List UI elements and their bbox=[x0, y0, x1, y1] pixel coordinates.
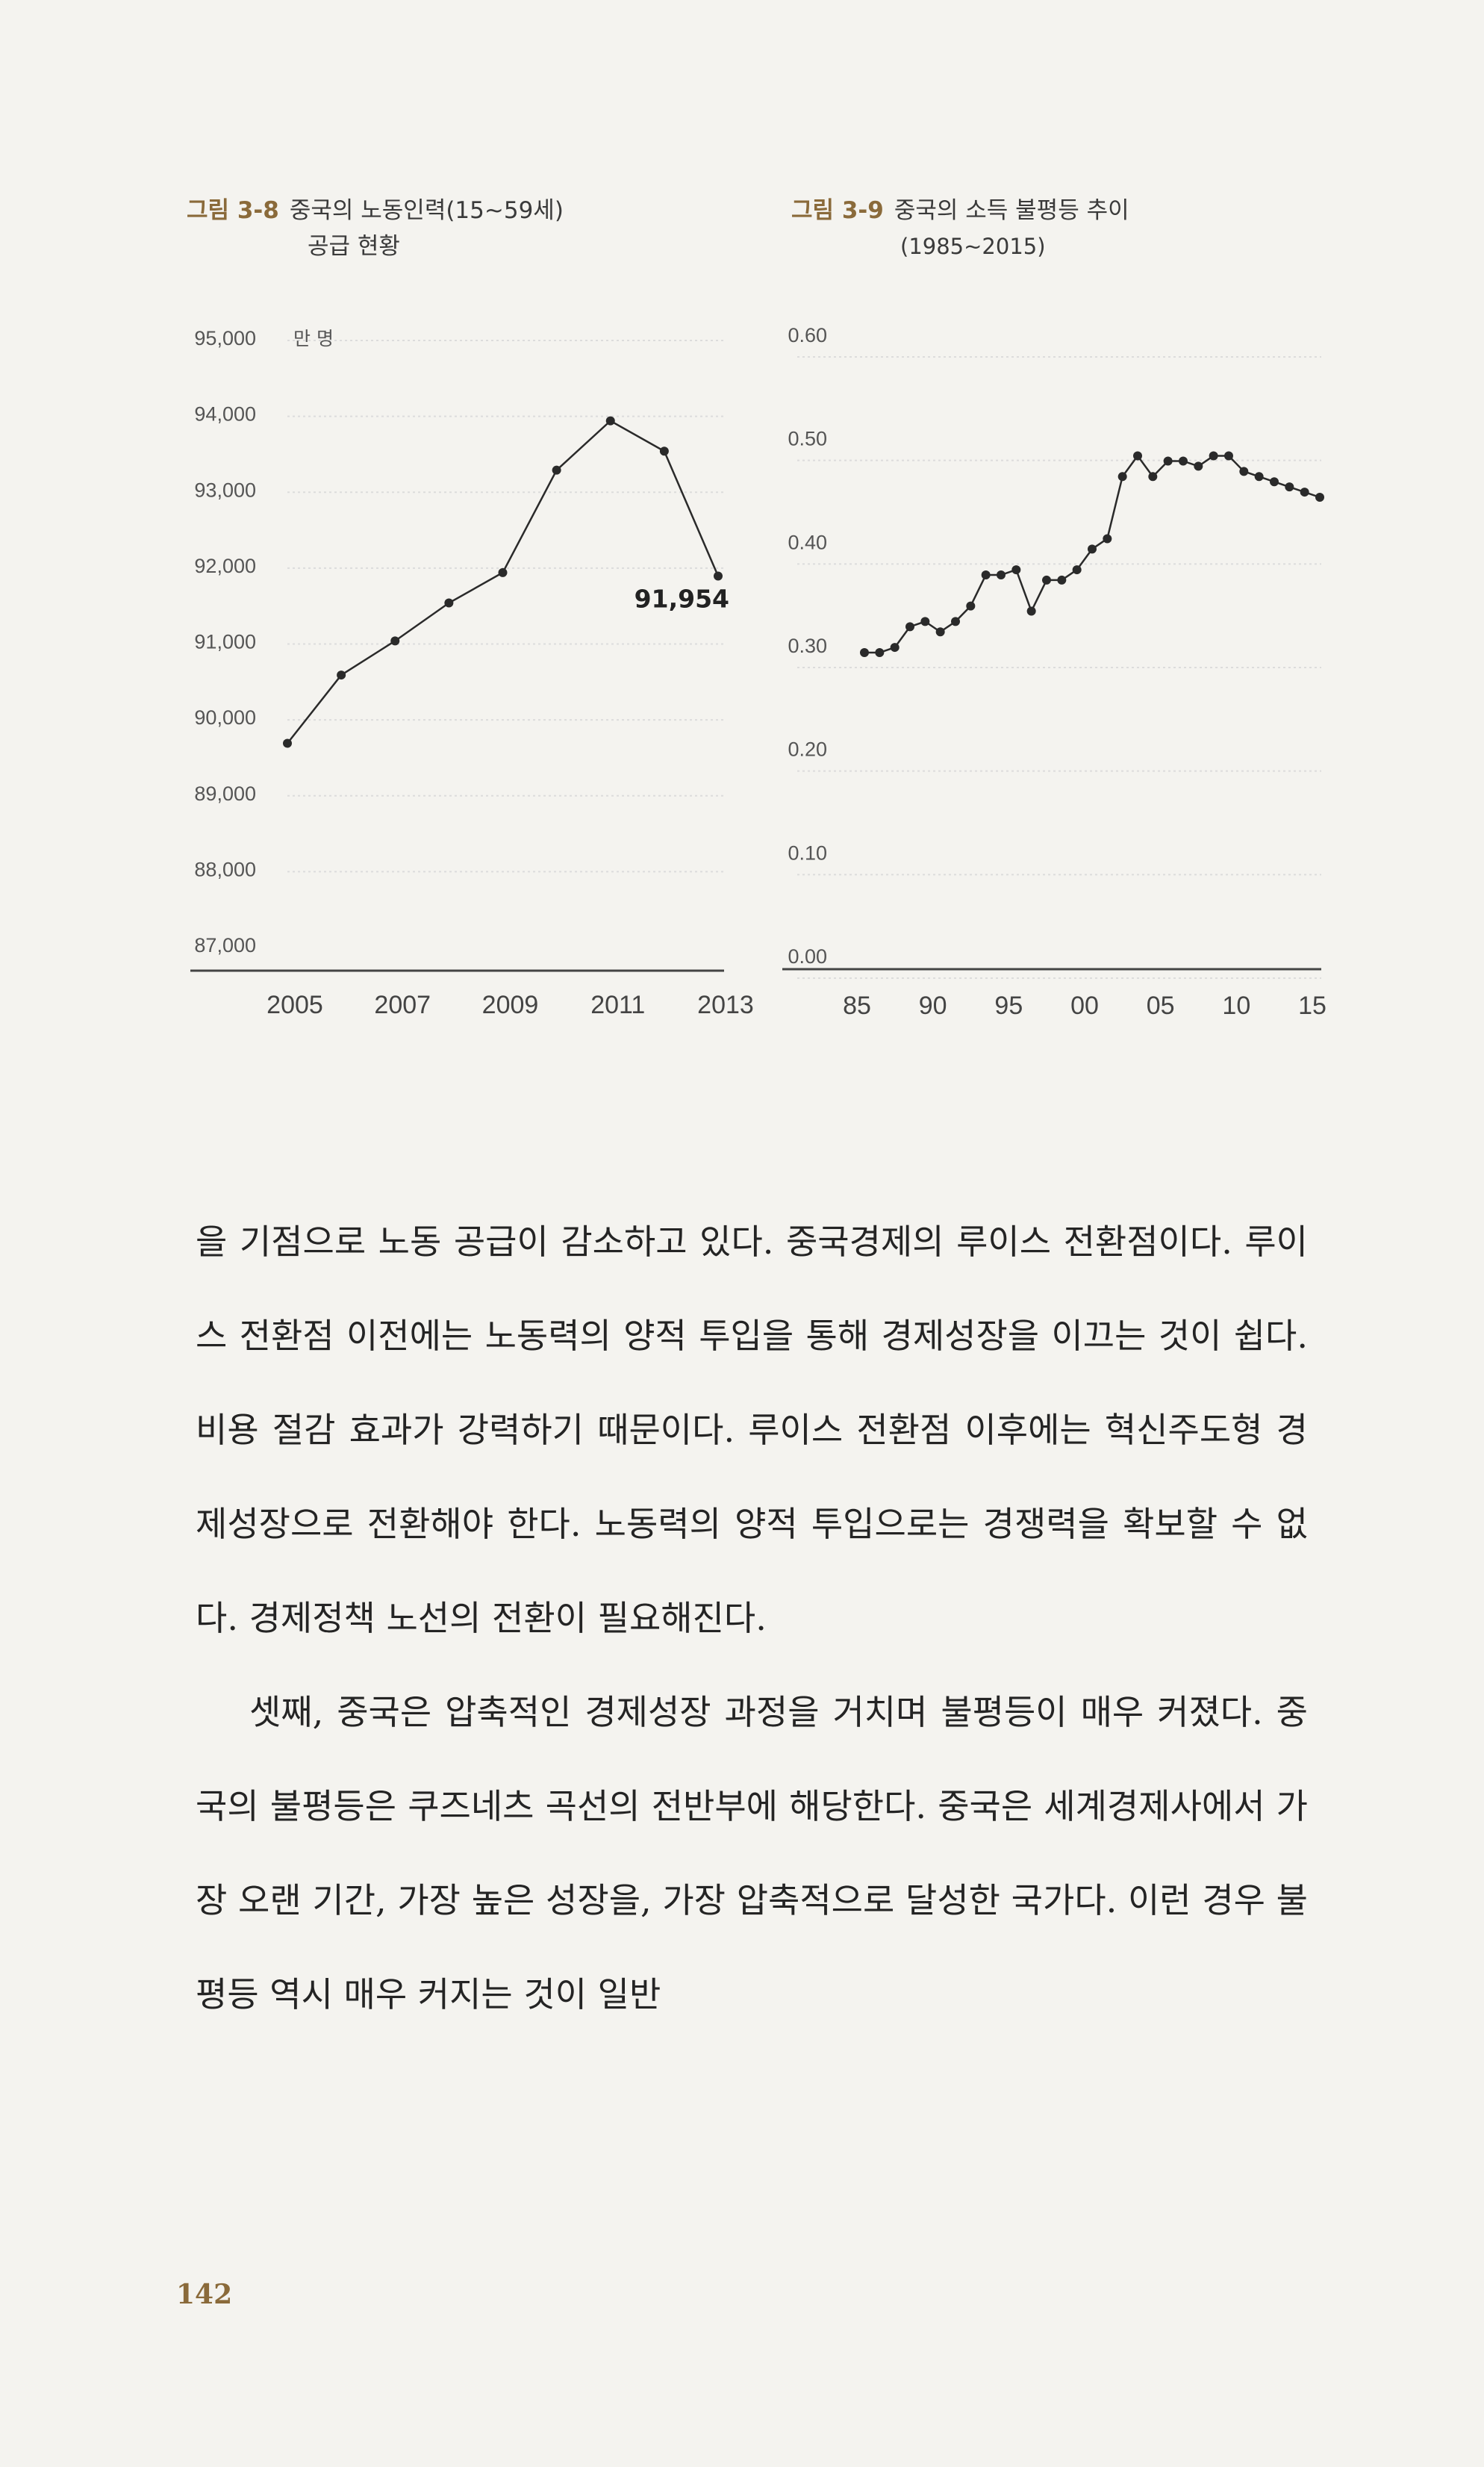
figure-3-9-caption: 그림 3-9 중국의 소득 불평등 추이 (1985~2015) bbox=[791, 193, 1129, 264]
x-tick-label: 15 bbox=[1298, 992, 1326, 1020]
x-tick-label: 2011 bbox=[590, 991, 645, 1019]
y-tick-label: 0.20 bbox=[788, 738, 827, 761]
y-tick-label: 0.40 bbox=[788, 531, 827, 553]
y-tick-label: 90,000 bbox=[194, 706, 256, 729]
y-tick-label: 0.30 bbox=[788, 635, 827, 657]
y-tick-label: 88,000 bbox=[194, 858, 256, 880]
data-point bbox=[981, 570, 991, 579]
data-point bbox=[1103, 534, 1112, 544]
x-tick-label: 05 bbox=[1147, 992, 1175, 1020]
data-point bbox=[1011, 565, 1021, 575]
data-point bbox=[714, 571, 723, 581]
x-tick-label: 2009 bbox=[482, 991, 539, 1019]
x-tick-label: 2013 bbox=[697, 991, 754, 1019]
series-line bbox=[864, 454, 1321, 654]
data-point bbox=[1209, 451, 1218, 461]
income-inequality-chart: 0.00 0.10 0.20 0.30 0.40 0.50 0.60 85 90 95 00 05 10… bbox=[782, 324, 1326, 1020]
x-tick-label: 2005 bbox=[266, 991, 323, 1019]
y-tick-label: 89,000 bbox=[194, 783, 256, 805]
data-point bbox=[1088, 544, 1097, 554]
charts-canvas: 87,000 88,000 89,000 90,000 91,000 92,000 93,0… bbox=[190, 324, 1326, 1020]
data-point bbox=[1270, 477, 1279, 487]
data-point bbox=[1133, 451, 1142, 461]
data-point bbox=[1117, 472, 1127, 482]
x-tick-label: 10 bbox=[1222, 992, 1250, 1020]
y-tick-label: 94,000 bbox=[194, 403, 256, 426]
figure-title-line2: (1985~2015) bbox=[900, 234, 1046, 259]
data-point bbox=[1057, 575, 1067, 585]
data-point bbox=[1026, 606, 1036, 616]
y-tick-label: 93,000 bbox=[194, 479, 256, 501]
data-point bbox=[951, 617, 960, 626]
data-point bbox=[605, 416, 615, 426]
x-tick-label: 95 bbox=[994, 992, 1023, 1020]
data-point bbox=[905, 622, 914, 632]
y-tick-label: 0.60 bbox=[788, 324, 827, 346]
y-tick-label: 0.50 bbox=[788, 428, 827, 450]
data-point bbox=[1254, 472, 1264, 482]
data-point bbox=[935, 627, 945, 637]
data-point bbox=[444, 598, 454, 608]
data-point bbox=[890, 643, 900, 653]
paragraph: 셋째, 중국은 압축적인 경제성장 과정을 거치며 불평등이 매우 커졌다. 중… bbox=[196, 1692, 1308, 2015]
y-tick-label: 91,000 bbox=[194, 631, 256, 653]
figure-title-line2: 공급 현황 bbox=[308, 233, 400, 260]
data-point bbox=[337, 671, 346, 680]
y-tick-label: 87,000 bbox=[194, 934, 256, 956]
data-point bbox=[1239, 467, 1249, 476]
paragraph: 을 기점으로 노동 공급이 감소하고 있다. 중국경제의 루이스 전환점이다. … bbox=[196, 1222, 1308, 1638]
y-tick-label: 0.10 bbox=[788, 841, 827, 864]
labor-force-chart: 87,000 88,000 89,000 90,000 91,000 92,000 93,0… bbox=[190, 327, 754, 1019]
data-point bbox=[1179, 456, 1188, 466]
data-point bbox=[283, 738, 292, 748]
x-tick-label: 2007 bbox=[374, 991, 431, 1019]
page-number: 142 bbox=[176, 2279, 233, 2310]
data-point bbox=[552, 465, 561, 475]
data-point bbox=[1300, 488, 1309, 497]
x-tick-label: 90 bbox=[919, 992, 947, 1020]
value-annotation: 91,954 bbox=[635, 585, 729, 614]
data-point bbox=[1194, 461, 1203, 471]
data-point bbox=[390, 636, 400, 646]
series-line bbox=[287, 420, 720, 744]
x-tick-label: 00 bbox=[1070, 992, 1099, 1020]
data-point bbox=[997, 570, 1006, 579]
y-tick-label: 0.00 bbox=[788, 945, 827, 968]
data-point bbox=[920, 617, 930, 626]
data-point bbox=[1315, 493, 1324, 502]
body-text: 을 기점으로 노동 공급이 감소하고 있다. 중국경제의 루이스 전환점이다. … bbox=[196, 1195, 1308, 2041]
data-point bbox=[1285, 482, 1294, 492]
figure-number: 그림 3-8 bbox=[187, 197, 279, 224]
data-point bbox=[498, 567, 508, 577]
figure-number: 그림 3-9 bbox=[791, 197, 884, 224]
y-tick-label: 95,000 bbox=[194, 327, 256, 349]
data-point bbox=[1072, 565, 1082, 575]
figure-3-8-caption: 그림 3-8 중국의 노동인력(15~59세) 공급 현황 bbox=[187, 193, 564, 264]
figure-title: 중국의 노동인력(15~59세) bbox=[289, 197, 564, 224]
figure-title: 중국의 소득 불평등 추이 bbox=[894, 197, 1129, 224]
data-point bbox=[1163, 456, 1173, 466]
data-point bbox=[1148, 472, 1158, 482]
data-point bbox=[860, 648, 869, 657]
x-tick-label: 85 bbox=[843, 992, 871, 1020]
data-point bbox=[1042, 575, 1051, 585]
data-point bbox=[875, 648, 885, 657]
data-point bbox=[1224, 451, 1233, 461]
data-point bbox=[966, 601, 976, 611]
unit-label: 만 명 bbox=[293, 328, 334, 349]
y-tick-label: 92,000 bbox=[194, 555, 256, 577]
data-point bbox=[659, 447, 669, 456]
